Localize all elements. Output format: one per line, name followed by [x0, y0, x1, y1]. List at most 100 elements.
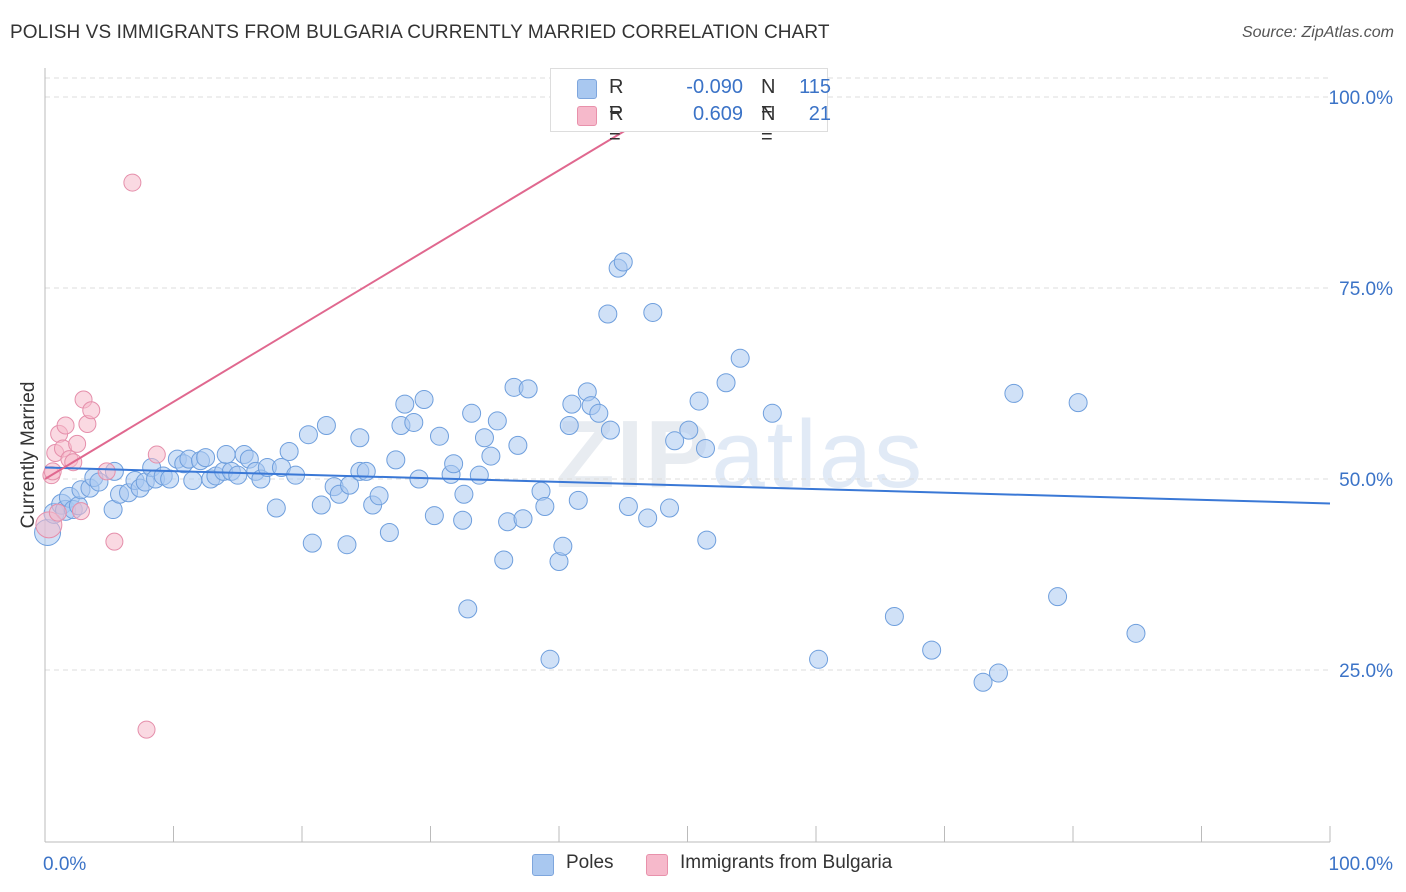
data-point-poles — [350, 428, 370, 448]
x-tick-label: 100.0% — [1329, 854, 1394, 875]
data-point-poles — [689, 391, 709, 411]
data-point-poles — [922, 640, 942, 660]
r-label: R = — [609, 103, 624, 148]
data-point-poles — [424, 506, 444, 526]
data-point-poles — [553, 536, 573, 556]
data-point-poles — [302, 533, 322, 553]
data-point-poles — [535, 497, 555, 517]
n-value: 21 — [808, 103, 831, 125]
data-point-poles — [414, 390, 434, 410]
data-point-poles — [513, 509, 533, 529]
data-point-poles — [458, 599, 478, 619]
bulgaria-points — [35, 88, 662, 739]
data-point-poles — [228, 465, 248, 485]
watermark-zip: ZIP — [556, 401, 712, 508]
data-point-poles — [444, 454, 464, 474]
data-point-poles — [266, 498, 286, 518]
axis-labels: 25.0% 50.0% 75.0% 100.0% 0.0% 100.0% Currently… — [18, 88, 1393, 875]
data-point-poles — [474, 428, 494, 448]
data-point-poles — [298, 425, 318, 445]
data-point-poles — [487, 411, 507, 431]
chart-title: POLISH VS IMMIGRANTS FROM BULGARIA CURRE… — [10, 22, 830, 43]
correlation-legend: R = -0.090 N = 115 R = 0.609 N = 21 — [550, 68, 831, 148]
legend-swatch-poles — [532, 854, 554, 876]
trend-line-bulgaria — [44, 92, 689, 480]
data-point-poles — [638, 508, 658, 528]
data-point-bulgaria — [56, 416, 75, 435]
legend-label-bulgaria: Immigrants from Bulgaria — [680, 852, 893, 873]
data-point-bulgaria — [137, 720, 156, 739]
source-label: Source: ZipAtlas.com — [1241, 24, 1394, 41]
data-point-poles — [660, 498, 680, 518]
y-tick-label: 100.0% — [1329, 88, 1394, 109]
data-point-poles — [316, 416, 336, 436]
data-point-poles — [568, 490, 588, 510]
y-axis-label: Currently Married — [18, 382, 39, 529]
data-point-poles — [337, 535, 357, 555]
trend-line-poles — [44, 466, 1331, 505]
data-point-poles — [1068, 393, 1088, 413]
data-point-poles — [679, 420, 699, 440]
data-point-poles — [196, 448, 216, 468]
data-point-bulgaria — [82, 401, 101, 420]
data-point-poles — [160, 469, 180, 489]
data-point-poles — [988, 663, 1008, 683]
data-point-poles — [884, 607, 904, 627]
axes — [44, 68, 1331, 843]
data-point-poles — [716, 373, 736, 393]
data-point-poles — [1004, 383, 1024, 403]
data-point-poles — [613, 252, 633, 272]
data-point-poles — [279, 441, 299, 461]
data-point-poles — [809, 649, 829, 669]
data-point-poles — [559, 416, 579, 436]
legend-label-poles: Poles — [566, 852, 614, 873]
legend-swatch-bulgaria — [577, 106, 597, 126]
y-tick-label: 50.0% — [1339, 470, 1393, 491]
data-point-poles — [404, 412, 424, 432]
data-point-bulgaria — [105, 532, 124, 551]
data-point-poles — [973, 672, 993, 692]
data-point-poles — [498, 512, 518, 532]
legend-swatch-poles — [577, 79, 597, 99]
data-point-poles — [494, 550, 514, 570]
data-point-poles — [453, 510, 473, 530]
x-tick-label: 0.0% — [43, 854, 86, 875]
data-point-poles — [311, 495, 331, 515]
data-point-poles — [462, 403, 482, 423]
r-label: R = — [609, 76, 624, 121]
data-point-poles — [508, 435, 528, 455]
data-point-bulgaria — [48, 503, 67, 522]
data-point-poles — [762, 403, 782, 423]
data-point-poles — [618, 497, 638, 517]
r-value: 0.609 — [692, 103, 743, 125]
data-point-poles — [598, 304, 618, 324]
data-point-poles — [429, 426, 449, 446]
data-point-bulgaria — [71, 502, 90, 521]
trend-lines — [44, 92, 1331, 505]
y-tick-label: 25.0% — [1339, 661, 1393, 682]
data-point-bulgaria — [147, 445, 166, 464]
data-point-poles — [589, 403, 609, 423]
data-point-poles — [518, 379, 538, 399]
data-point-poles — [386, 450, 406, 470]
data-point-poles — [481, 446, 501, 466]
data-point-poles — [369, 486, 389, 506]
data-point-poles — [379, 522, 399, 542]
data-point-bulgaria — [123, 173, 142, 192]
data-point-poles — [1126, 623, 1146, 643]
grid-lines — [45, 77, 1330, 671]
data-point-poles — [665, 431, 685, 451]
data-point-poles — [643, 302, 663, 322]
legend-swatch-bulgaria — [646, 854, 668, 876]
data-point-poles — [216, 445, 236, 465]
data-point-poles — [730, 348, 750, 368]
data-point-poles — [562, 394, 582, 414]
data-point-poles — [454, 484, 474, 504]
n-label: N = — [761, 76, 776, 121]
data-point-poles — [600, 420, 620, 440]
n-value: 115 — [799, 76, 831, 98]
y-tick-label: 75.0% — [1339, 279, 1393, 300]
data-point-poles — [695, 438, 715, 458]
data-point-bulgaria — [68, 434, 87, 453]
